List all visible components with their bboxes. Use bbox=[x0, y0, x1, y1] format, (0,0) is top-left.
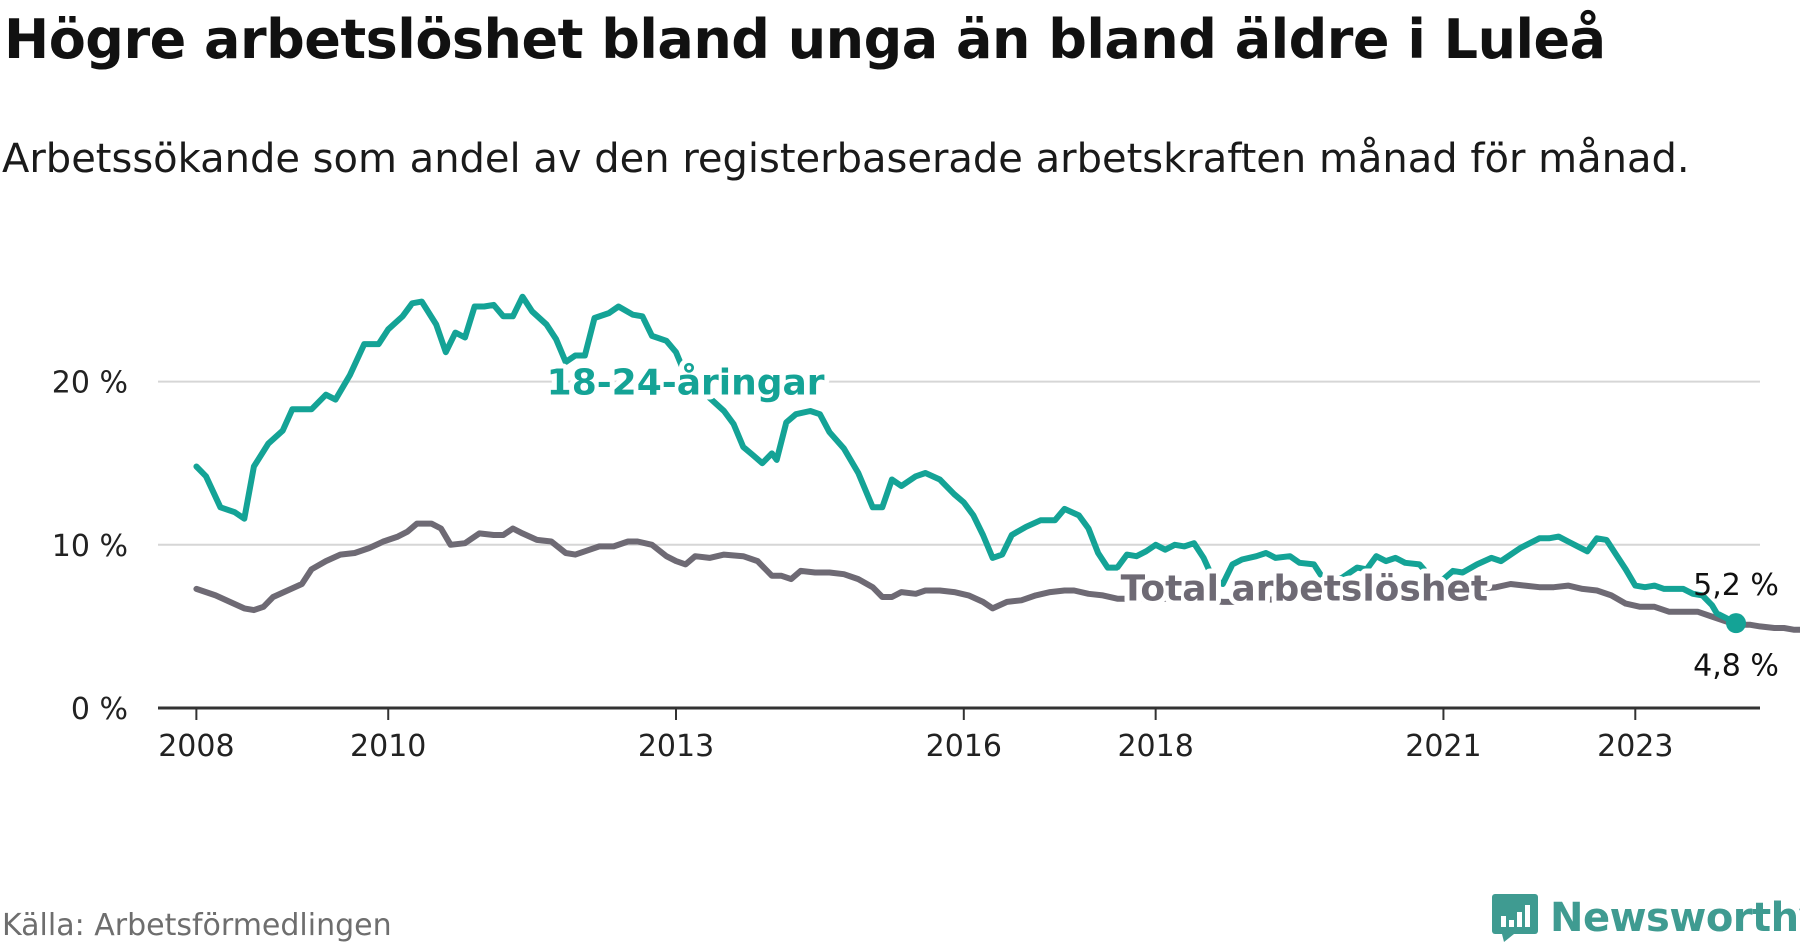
y-tick-label: 0 % bbox=[71, 692, 128, 727]
x-tick-label: 2013 bbox=[638, 729, 714, 764]
series-line-young bbox=[193, 293, 1739, 627]
chart-subtitle: Arbetssökande som andel av den registerb… bbox=[2, 136, 1690, 182]
x-tick-label: 2010 bbox=[350, 729, 426, 764]
y-axis-labels: 0 % 10 % 20 % bbox=[52, 366, 128, 727]
series-label-halo: Total arbetslöshet bbox=[1121, 568, 1489, 609]
grid-lines bbox=[158, 380, 1760, 546]
end-point-young bbox=[1726, 613, 1747, 634]
x-tick-label: 2023 bbox=[1597, 729, 1673, 764]
series-label-total: Total arbetslöshet bbox=[1121, 568, 1489, 609]
series-label-young: 18-24-åringar bbox=[547, 363, 825, 404]
series-lines bbox=[193, 293, 1800, 634]
x-tick-label: 2021 bbox=[1405, 729, 1481, 764]
x-tick-label: 2008 bbox=[158, 729, 234, 764]
end-label-young: 5,2 % bbox=[1693, 568, 1779, 603]
x-axis-labels: 2008 2010 2013 2016 2018 2021 2023 bbox=[158, 729, 1673, 764]
series-line-total bbox=[193, 520, 1800, 633]
y-tick-label: 20 % bbox=[52, 366, 128, 401]
source-note: Källa: Arbetsförmedlingen bbox=[2, 908, 392, 943]
x-tick-label: 2018 bbox=[1117, 729, 1193, 764]
x-axis bbox=[158, 706, 1760, 720]
x-tick-label: 2016 bbox=[926, 729, 1002, 764]
chart-title: Högre arbetslöshet bland unga än bland ä… bbox=[4, 8, 1606, 71]
end-label-total: 4,8 % bbox=[1693, 649, 1779, 684]
y-tick-label: 10 % bbox=[52, 529, 128, 564]
newsworthy-logo-icon bbox=[1492, 894, 1538, 942]
brand-name: Newsworthy bbox=[1550, 895, 1800, 941]
brand-logo: Newsworthy bbox=[1492, 888, 1800, 948]
series-label-halo: 18-24-åringar bbox=[547, 363, 825, 404]
